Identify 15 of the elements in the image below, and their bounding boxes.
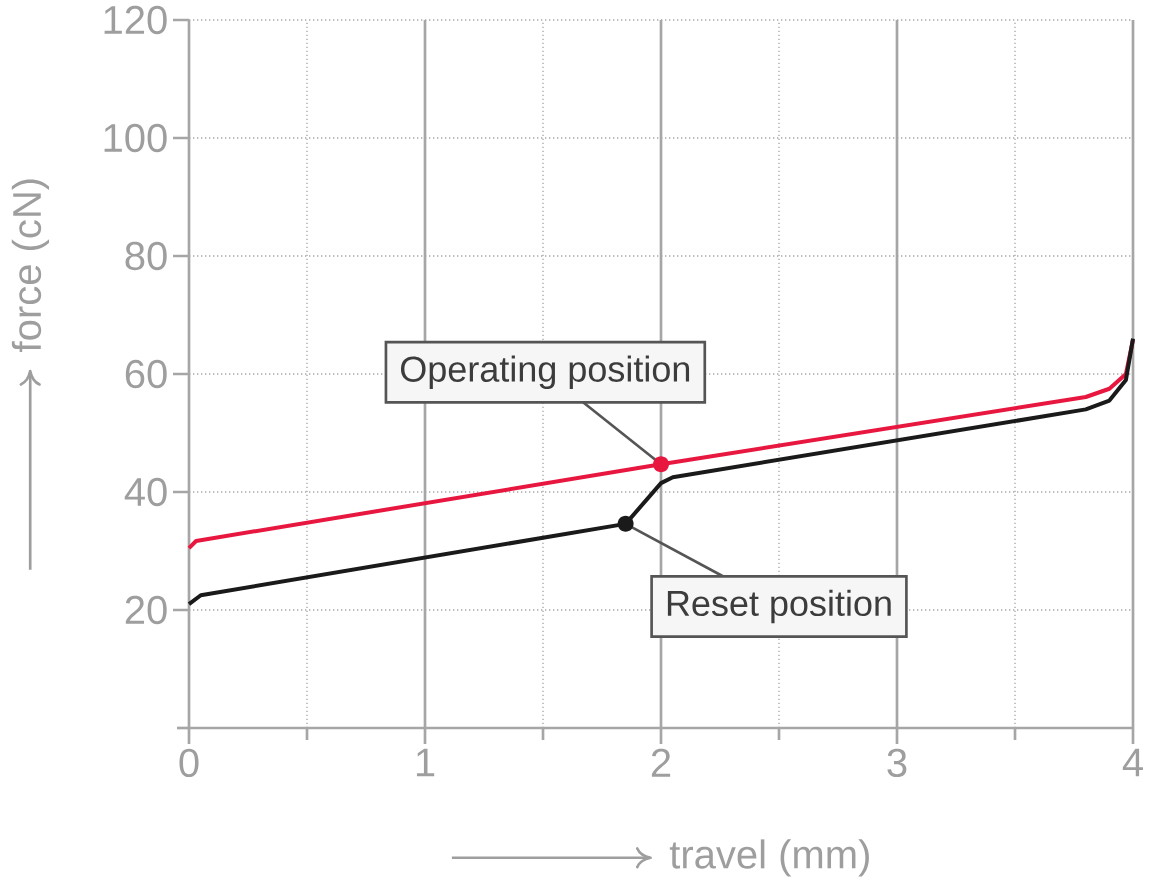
annotation: Reset position bbox=[667, 589, 891, 624]
x-tick-label: 3 bbox=[887, 748, 907, 778]
x-axis-title: travel (mm) bbox=[669, 839, 869, 877]
x-tick-label: 2 bbox=[651, 748, 671, 777]
x-tick-label: 1 bbox=[416, 748, 435, 777]
x-tick-label: 0 bbox=[179, 748, 199, 778]
y-tick-label: 40 bbox=[124, 477, 167, 507]
y-tick-label: 100 bbox=[104, 123, 167, 153]
x-tick-label: 4 bbox=[1122, 748, 1143, 777]
annotation: Operating position bbox=[400, 355, 690, 389]
y-tick-label: 120 bbox=[104, 5, 167, 35]
y-tick-label: 60 bbox=[125, 359, 167, 389]
y-tick-label: 80 bbox=[125, 241, 167, 271]
y-tick-label: 20 bbox=[125, 595, 167, 625]
y-axis-title: force (cN) bbox=[11, 179, 50, 352]
